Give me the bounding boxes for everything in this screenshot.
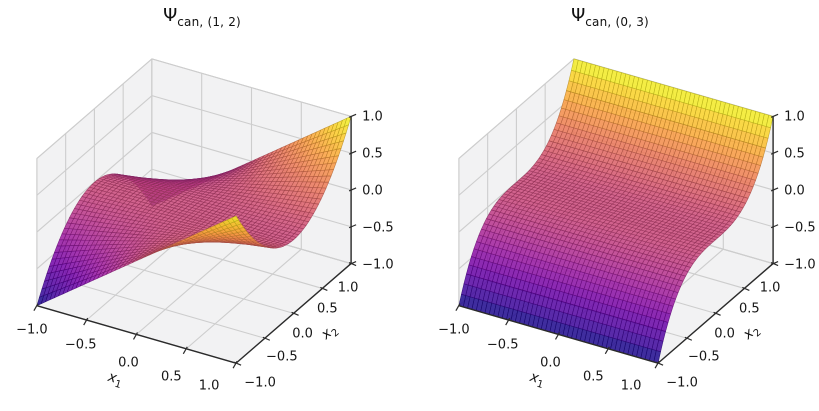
x2-tick-label: −0.5 [688,349,720,365]
z-tick-label: 1.0 [784,109,805,125]
x1-tick-label: −1.0 [438,322,470,338]
x2-axis-label: x2 [740,321,763,345]
title-subscript: can, (1, 2) [177,15,241,29]
z-tick-label: 0.5 [784,146,805,162]
plot-title-right: Ψcan, (0, 3) [571,5,649,29]
z-tick-label: −0.5 [784,220,816,236]
x2-tick-label: 0.0 [714,326,735,342]
x2-tick-label: 0.5 [316,301,338,317]
z-tick-label: 1.0 [362,109,383,125]
x1-axis-label: x1 [105,369,124,391]
z-tick-label: 0.5 [362,146,383,162]
x2-tick-label: −1.0 [244,375,276,391]
title-subscript: can, (0, 3) [585,15,649,29]
x2-tick-label: −1.0 [666,375,698,391]
title-symbol: Ψ [571,5,586,26]
title-symbol: Ψ [163,5,178,26]
z-tick-label: −1.0 [784,257,816,273]
x2-tick-label: 1.0 [759,280,781,296]
x1-tick-label: 1.0 [620,378,642,394]
x2-tick-label: 0.5 [738,301,760,317]
z-tick-label: −0.5 [362,220,394,236]
x2-tick-label: −0.5 [266,349,298,365]
x2-tick-label: 0.0 [292,326,313,342]
x1-tick-label: 0.5 [582,369,604,385]
x1-axis-label: x1 [527,369,546,391]
x1-tick-label: 1.0 [198,378,220,394]
x2-tick-label: 1.0 [337,280,359,296]
x1-axis-label-sub: 1 [535,378,545,392]
x1-tick-label: −1.0 [16,322,48,338]
x1-tick-label: −0.5 [64,337,97,353]
plot-title-left: Ψcan, (1, 2) [163,5,241,29]
x1-tick-label: 0.0 [118,355,139,371]
x1-tick-label: 0.5 [160,369,182,385]
z-tick-label: 0.0 [784,183,805,199]
x1-tick-label: 0.0 [540,355,561,371]
x2-axis-label: x2 [318,321,341,345]
x1-tick-label: −0.5 [486,337,519,353]
z-tick-label: 0.0 [362,183,383,199]
x1-axis-label-sub: 1 [113,378,123,392]
z-tick-label: −1.0 [362,257,394,273]
